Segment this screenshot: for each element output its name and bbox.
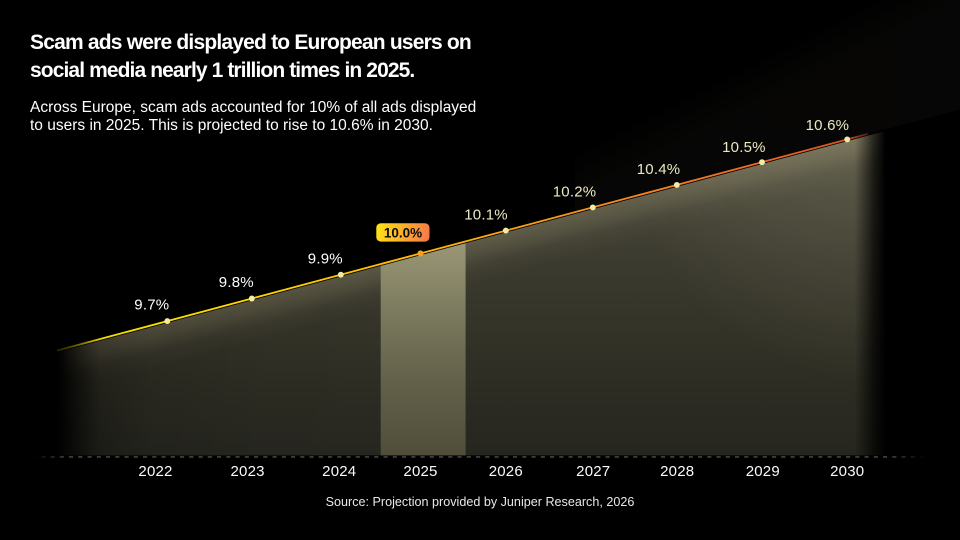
svg-text:9.9%: 9.9%	[308, 250, 343, 267]
svg-text:2027: 2027	[576, 463, 610, 480]
svg-text:2029: 2029	[746, 463, 780, 480]
svg-text:2025: 2025	[403, 463, 437, 480]
svg-text:2028: 2028	[660, 463, 694, 480]
svg-text:10.6%: 10.6%	[806, 117, 850, 134]
svg-text:2026: 2026	[489, 463, 523, 480]
svg-text:2024: 2024	[322, 463, 356, 480]
svg-text:2023: 2023	[231, 463, 265, 480]
svg-text:2030: 2030	[830, 463, 864, 480]
svg-text:2022: 2022	[138, 463, 172, 480]
svg-text:10.1%: 10.1%	[464, 207, 508, 224]
svg-text:10.5%: 10.5%	[722, 139, 766, 156]
svg-text:10.2%: 10.2%	[553, 184, 597, 201]
svg-text:9.8%: 9.8%	[219, 274, 254, 291]
svg-text:10.4%: 10.4%	[637, 161, 681, 178]
svg-text:10.0%: 10.0%	[384, 225, 422, 240]
svg-text:9.7%: 9.7%	[134, 297, 169, 314]
